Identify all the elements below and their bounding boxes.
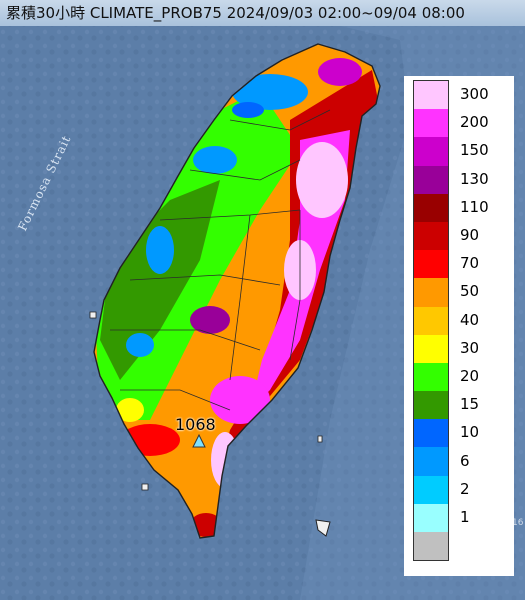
legend-swatch bbox=[414, 165, 448, 194]
legend-label: 30 bbox=[460, 338, 480, 357]
legend-swatch bbox=[414, 306, 448, 335]
legend-swatch bbox=[414, 193, 448, 222]
map-title: 累積30小時 CLIMATE_PROB75 2024/09/03 02:00~0… bbox=[0, 0, 525, 26]
legend-label: 70 bbox=[460, 254, 480, 273]
legend-label: 1 bbox=[460, 508, 470, 526]
liuqiu-island bbox=[141, 483, 149, 491]
legend-label: 200 bbox=[460, 113, 489, 132]
legend-swatch bbox=[414, 391, 448, 420]
legend-label: 300 bbox=[460, 85, 489, 103]
legend-label: 10 bbox=[460, 423, 480, 442]
max-rainfall-label: 1068 bbox=[175, 415, 216, 434]
penghu-islet bbox=[89, 311, 97, 319]
legend-swatch bbox=[414, 447, 448, 476]
legend-swatch bbox=[414, 137, 448, 166]
legend-swatch bbox=[414, 250, 448, 279]
legend-label: 150 bbox=[460, 141, 489, 160]
legend-label: 130 bbox=[460, 169, 489, 188]
legend-panel: 300 200 150 130 110 90 70 50 40 30 20 15 10 6 2 1 bbox=[404, 76, 514, 576]
legend-swatches bbox=[413, 80, 449, 562]
legend-swatch bbox=[414, 419, 448, 448]
legend-label: 40 bbox=[460, 310, 480, 329]
legend-label: 50 bbox=[460, 282, 480, 301]
legend-label: 6 bbox=[460, 451, 470, 470]
legend-swatch bbox=[414, 334, 448, 363]
orchid-island bbox=[315, 519, 331, 537]
legend-swatch bbox=[414, 532, 448, 561]
legend-swatch bbox=[414, 362, 448, 392]
legend-label: 20 bbox=[460, 367, 480, 385]
green-island bbox=[317, 435, 323, 443]
legend-label: 2 bbox=[460, 479, 470, 498]
legend-swatch bbox=[414, 503, 448, 532]
legend-swatch bbox=[414, 109, 448, 138]
legend-swatch bbox=[414, 221, 448, 251]
legend-swatch bbox=[414, 475, 448, 504]
legend-swatch bbox=[414, 81, 448, 110]
legend-label: 15 bbox=[460, 395, 480, 414]
max-rainfall-triangle-icon bbox=[192, 434, 206, 448]
legend-label: 90 bbox=[460, 226, 480, 244]
edge-coordinate-label: 16 bbox=[512, 518, 524, 528]
legend-swatch bbox=[414, 278, 448, 307]
legend-label: 110 bbox=[460, 197, 489, 216]
county-boundaries bbox=[110, 109, 331, 411]
